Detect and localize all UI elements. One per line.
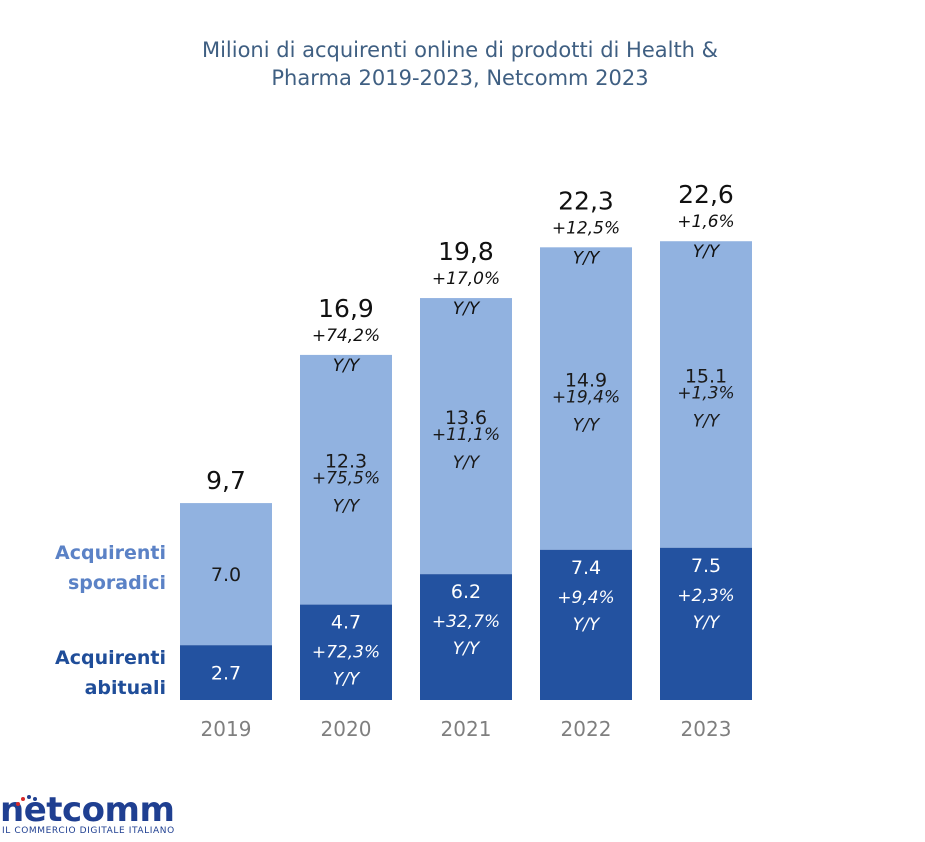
legend-sporadici-line2: sporadici [67, 572, 166, 594]
legend-abituali-line1: Acquirenti [55, 647, 166, 669]
total-growth-2021: +17,0% [432, 269, 500, 289]
label-abituali-2023: 7.5 [691, 555, 721, 577]
growth-sporadici-2022: +19,4% [552, 388, 620, 408]
growth-unit-abituali-2021: Y/Y [453, 639, 481, 659]
total-growth-2023: +1,6% [677, 212, 734, 232]
total-label-2021: 19,8 [438, 237, 494, 266]
growth-unit-sporadici-2023: Y/Y [693, 411, 721, 431]
label-sporadici-2022: 14.9 [565, 370, 607, 392]
total-growth-unit-2021: Y/Y [453, 299, 481, 319]
legend-sporadici: Acquirenti sporadici [6, 538, 166, 598]
x-tick-label-2022: 2022 [561, 717, 612, 741]
total-growth-unit-2023: Y/Y [693, 242, 721, 262]
growth-unit-sporadici-2021: Y/Y [453, 453, 481, 473]
total-growth-unit-2022: Y/Y [573, 248, 601, 268]
x-tick-label-2019: 2019 [201, 717, 252, 741]
bar-sporadici-2023 [660, 241, 752, 548]
logo-stars-icon [16, 795, 37, 806]
bar-abituali-2020 [300, 604, 392, 700]
growth-abituali-2023: +2,3% [677, 586, 734, 606]
logo-tagline: IL COMMERCIO DIGITALE ITALIANO [2, 826, 175, 836]
x-tick-label-2023: 2023 [681, 717, 732, 741]
growth-unit-sporadici-2020: Y/Y [333, 497, 361, 517]
legend-abituali-line2: abituali [84, 677, 166, 699]
total-growth-2020: +74,2% [312, 326, 380, 346]
growth-abituali-2021: +32,7% [432, 612, 500, 632]
bar-abituali-2023 [660, 547, 752, 700]
chart-title-line1: Milioni di acquirenti online di prodotti… [201, 38, 719, 62]
total-growth-unit-2020: Y/Y [333, 356, 361, 376]
growth-sporadici-2023: +1,3% [677, 383, 734, 403]
label-abituali-2020: 4.7 [331, 612, 361, 634]
bar-abituali-2022 [540, 549, 632, 700]
growth-sporadici-2020: +75,5% [312, 469, 380, 489]
bar-sporadici-2020 [300, 354, 392, 605]
label-abituali-2022: 7.4 [571, 557, 601, 579]
label-sporadici-2020: 12.3 [325, 451, 367, 473]
bar-sporadici-2022 [540, 247, 632, 550]
growth-unit-abituali-2022: Y/Y [573, 615, 601, 635]
growth-unit-abituali-2023: Y/Y [693, 613, 721, 633]
bar-abituali-2019 [180, 645, 272, 700]
label-sporadici-2019: 7.0 [211, 564, 241, 586]
legend-sporadici-line1: Acquirenti [55, 542, 166, 564]
legend-abituali: Acquirenti abituali [6, 643, 166, 703]
total-label-2022: 22,3 [558, 186, 614, 215]
label-sporadici-2023: 15.1 [685, 365, 727, 387]
label-sporadici-2021: 13.6 [445, 407, 487, 429]
bar-sporadici-2019 [180, 503, 272, 646]
growth-unit-abituali-2020: Y/Y [333, 670, 361, 690]
total-label-2023: 22,6 [678, 180, 734, 209]
bar-sporadici-2021 [420, 298, 512, 575]
label-abituali-2019: 2.7 [211, 663, 241, 685]
chart-title-line2: Pharma 2019-2023, Netcomm 2023 [271, 66, 649, 90]
growth-sporadici-2021: +11,1% [432, 425, 500, 445]
total-label-2019: 9,7 [206, 466, 246, 495]
chart-title: Milioni di acquirenti online di prodotti… [120, 36, 800, 92]
total-label-2020: 16,9 [318, 294, 374, 323]
bar-abituali-2021 [420, 574, 512, 700]
growth-abituali-2020: +72,3% [312, 643, 380, 663]
netcomm-logo: netcomm IL COMMERCIO DIGITALE ITALIANO [0, 790, 200, 840]
x-tick-label-2021: 2021 [441, 717, 492, 741]
total-growth-2022: +12,5% [552, 218, 620, 238]
growth-abituali-2022: +9,4% [557, 588, 614, 608]
label-abituali-2021: 6.2 [451, 581, 481, 603]
growth-unit-sporadici-2022: Y/Y [573, 416, 601, 436]
x-tick-label-2020: 2020 [321, 717, 372, 741]
stacked-bar-chart: 2.7 7.0 9,7 2019 4.7 +72,3% Y/Y 12.3+75,5% Y/Y 16… [180, 180, 752, 741]
